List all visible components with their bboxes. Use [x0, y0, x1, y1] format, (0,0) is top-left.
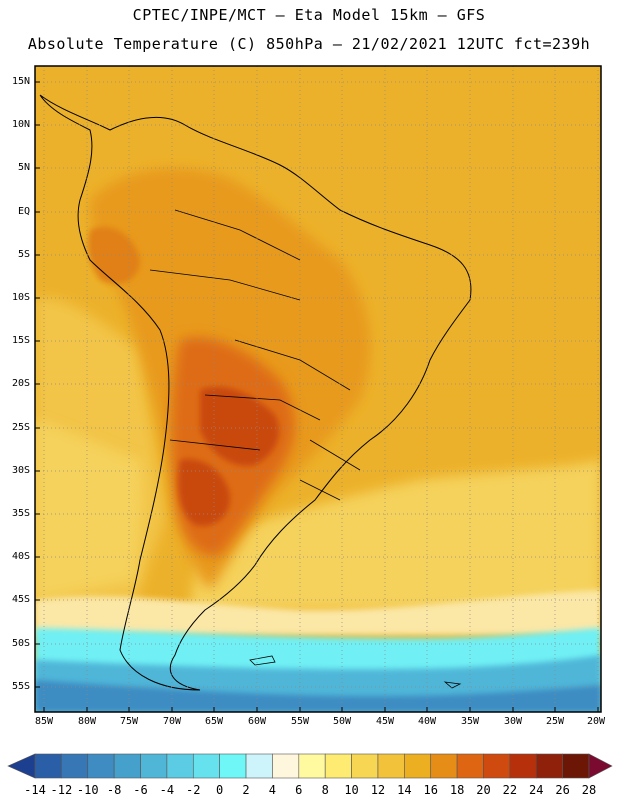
colorbar-swatch	[34, 753, 62, 779]
colorbar-label: 2	[242, 783, 250, 797]
colorbar	[7, 753, 613, 779]
lon-label: 45W	[375, 716, 395, 727]
colorbar-label: 0	[216, 783, 224, 797]
colorbar-arrow-low	[7, 753, 36, 779]
colorbar-label: 4	[268, 783, 277, 797]
axis-ticks	[35, 81, 599, 712]
colorbar-swatch	[140, 753, 168, 779]
colorbar-swatch	[483, 753, 511, 779]
colorbar-swatch	[219, 753, 247, 779]
colorbar-label: -14	[24, 783, 46, 797]
lon-label: 30W	[503, 716, 523, 727]
coastline	[39, 94, 472, 691]
lat-label: 10S	[11, 292, 30, 303]
lat-label: EQ	[17, 206, 30, 217]
colorbar-label: 10	[344, 783, 359, 797]
lon-label: 35W	[460, 716, 480, 727]
colorbar-arrow-high	[588, 753, 613, 779]
colorbar-label: 24	[529, 783, 544, 797]
lon-label: 20W	[586, 716, 606, 727]
lat-label: 25S	[11, 422, 30, 433]
map-title-line2: Absolute Temperature (C) 850hPa – 21/02/…	[27, 35, 591, 53]
lat-label: 5N	[17, 162, 30, 173]
colorbar-label: 18	[449, 783, 465, 797]
colorbar-swatch	[562, 753, 590, 779]
colorbar-swatch	[87, 753, 115, 779]
colorbar-swatch	[377, 753, 405, 779]
lon-label: 50W	[332, 716, 352, 727]
colorbar-label: 14	[397, 783, 412, 797]
colorbar-label: 26	[555, 783, 570, 797]
lat-label: 15S	[11, 335, 30, 346]
colorbar-label: 16	[423, 783, 438, 797]
colorbar-label: 8	[321, 783, 329, 797]
colorbar-swatch	[298, 753, 326, 779]
colorbar-label: -2	[186, 783, 201, 797]
lat-label: 50S	[11, 638, 30, 649]
colorbar-swatch	[192, 753, 220, 779]
lon-label: 65W	[204, 716, 224, 727]
lon-label: 75W	[119, 716, 139, 727]
colorbar-label: 22	[502, 783, 518, 797]
colorbar-swatch	[351, 753, 379, 779]
colorbar-swatch	[272, 753, 300, 779]
colorbar-label: -8	[106, 783, 122, 797]
lat-label: 45S	[11, 594, 30, 605]
colorbar-swatch	[535, 753, 563, 779]
lon-label: 70W	[162, 716, 182, 727]
colorbar-label: 28	[581, 783, 597, 797]
lat-label: 55S	[11, 681, 30, 692]
colorbar-swatch	[166, 753, 194, 779]
colorbar-label: -6	[133, 783, 148, 797]
lon-label: 60W	[247, 716, 267, 727]
lat-label: 10N	[11, 119, 30, 130]
colorbar-swatch	[61, 753, 89, 779]
lat-label: 5S	[17, 249, 30, 260]
lat-label: 15N	[11, 76, 30, 87]
colorbar-label: -10	[76, 783, 99, 797]
lon-label: 55W	[290, 716, 310, 727]
colorbar-swatch	[245, 753, 273, 779]
lon-label: 25W	[545, 716, 565, 727]
colorbar-swatch	[509, 753, 537, 779]
lat-label: 20S	[11, 378, 30, 389]
colorbar-swatch	[324, 753, 352, 779]
colorbar-label: 6	[295, 783, 303, 797]
temperature-field	[35, 66, 601, 712]
lon-label: 40W	[417, 716, 437, 727]
colorbar-swatch	[404, 753, 432, 779]
lat-label: 40S	[11, 551, 30, 562]
colorbar-label: -4	[159, 783, 175, 797]
lon-label: 80W	[77, 716, 97, 727]
map-frame	[34, 65, 602, 713]
lon-label: 85W	[34, 716, 54, 727]
lat-label: 30S	[11, 465, 30, 476]
colorbar-swatch	[430, 753, 458, 779]
colorbar-label: 12	[370, 783, 386, 797]
lat-label: 35S	[11, 508, 30, 519]
colorbar-swatch	[113, 753, 141, 779]
colorbar-swatch	[456, 753, 484, 779]
colorbar-label: -12	[50, 783, 73, 797]
colorbar-label: 20	[476, 783, 491, 797]
map-title-line1: CPTEC/INPE/MCT – Eta Model 15km – GFS	[132, 6, 486, 24]
